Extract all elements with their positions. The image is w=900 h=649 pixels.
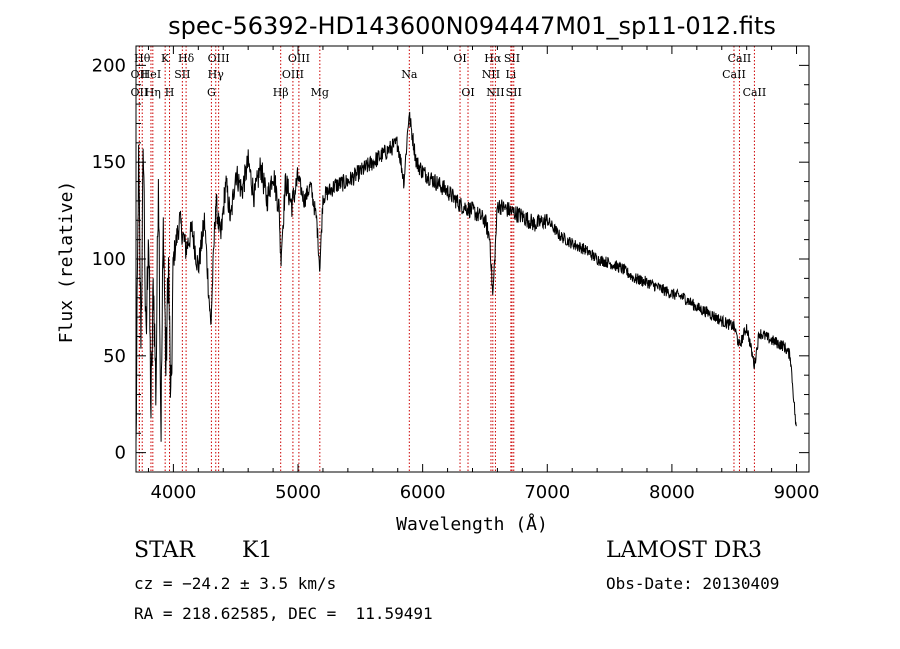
- marker-label-13: OIII: [288, 52, 310, 65]
- x-tick-label-0: 4000: [150, 482, 196, 503]
- x-axis-label: Wavelength (Å): [396, 513, 548, 535]
- marker-label-27: CaII: [743, 86, 767, 99]
- observation-date: Obs-Date: 20130409: [606, 574, 780, 593]
- x-tick-label-1: 5000: [275, 482, 321, 503]
- marker-label-11: G: [207, 86, 216, 99]
- marker-label-8: Hδ: [178, 52, 195, 65]
- marker-label-21: NII: [486, 86, 504, 99]
- marker-label-12: Hβ: [273, 86, 289, 99]
- y-tick-label-4: 200: [92, 55, 126, 76]
- plot-frame: [135, 45, 810, 473]
- marker-label-23: Li: [505, 68, 516, 81]
- object-class: STAR: [134, 538, 195, 563]
- marker-label-7: SII: [174, 68, 190, 81]
- marker-label-26: CaII: [722, 68, 746, 81]
- y-tick-label-1: 50: [103, 346, 126, 367]
- marker-label-4: HeI: [141, 68, 161, 81]
- marker-label-22: SII: [504, 52, 520, 65]
- marker-label-25: CaII: [728, 52, 752, 65]
- chart-title: spec-56392-HD143600N094447M01_sp11-012.f…: [168, 12, 776, 40]
- survey-name: LAMOST DR3: [606, 538, 762, 563]
- x-tick-label-3: 7000: [524, 482, 570, 503]
- y-tick-label-2: 100: [92, 249, 126, 270]
- marker-label-19: Hα: [484, 52, 502, 65]
- marker-label-1: Hθ: [134, 52, 151, 65]
- x-tick-label-5: 9000: [774, 482, 820, 503]
- redshift-velocity: cz = −24.2 ± 3.5 km/s: [134, 574, 337, 593]
- marker-label-5: K: [161, 52, 170, 65]
- marker-label-24: SII: [506, 86, 522, 99]
- y-tick-label-3: 150: [92, 152, 126, 173]
- marker-label-15: Mg: [311, 86, 329, 99]
- object-subclass: K1: [242, 538, 273, 563]
- y-axis-label: Flux (relative): [56, 181, 77, 344]
- marker-label-2: OII: [131, 86, 149, 99]
- x-tick-label-4: 8000: [649, 482, 695, 503]
- marker-label-10: Hγ: [208, 68, 225, 81]
- marker-label-17: OI: [453, 52, 466, 65]
- x-tick-label-2: 6000: [400, 482, 446, 503]
- coordinates: RA = 218.62585, DEC = 11.59491: [134, 604, 433, 623]
- x-axis-ticks: 4000 5000 6000 7000 8000 9000: [147, 46, 820, 503]
- marker-label-14: OIII: [282, 68, 304, 81]
- marker-label-20: NII: [482, 68, 500, 81]
- marker-label-6: H: [165, 86, 175, 99]
- y-tick-label-0: 0: [115, 443, 126, 464]
- marker-label-3: Hη: [145, 86, 161, 99]
- marker-label-18: OI: [461, 86, 474, 99]
- plot-area: [135, 111, 797, 443]
- marker-label-9: OIII: [208, 52, 230, 65]
- spectrum-line: [135, 111, 797, 443]
- marker-label-16: Na: [401, 68, 418, 81]
